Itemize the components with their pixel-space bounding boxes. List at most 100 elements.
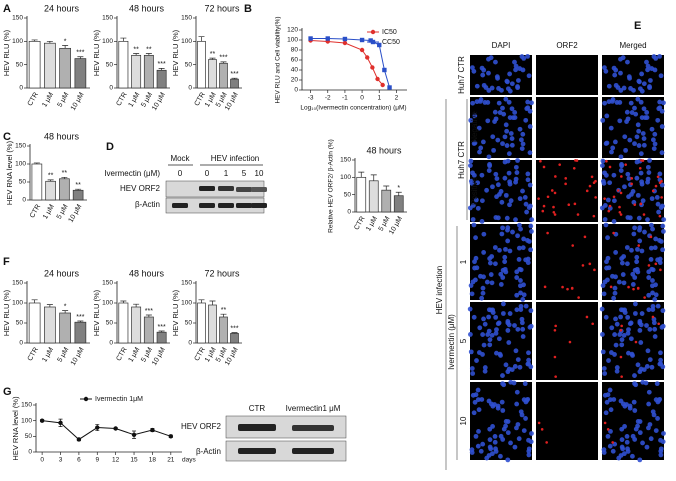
point [342,36,348,42]
nucleus [487,256,493,261]
nucleus [474,83,480,89]
nucleus [660,308,666,314]
y-tick-label: 0 [294,87,298,94]
error-bar [62,45,69,49]
nucleus [494,327,499,333]
nucleus [489,332,495,338]
nucleus [507,179,513,185]
orf2-signal [612,231,615,235]
point [95,425,100,430]
row-label: 10 [459,416,468,425]
nucleus [503,96,509,102]
error-bar [220,61,227,64]
nucleus [635,122,641,128]
nucleus [471,68,477,74]
panel-label: C [3,131,11,143]
bar [143,316,154,344]
nucleus [494,176,500,181]
nucleus [502,134,508,140]
nucleus [637,328,643,333]
point [131,432,137,437]
micrograph [536,382,598,460]
nucleus [516,257,522,262]
error-bar [198,36,205,42]
nucleus [638,99,644,105]
point [368,38,373,43]
orf2-signal [553,328,557,332]
nucleus [646,275,652,280]
x-axis-label: Log₁₀(Ivermectin concentration) (μM) [300,105,406,112]
nucleus [611,397,617,402]
y-axis-label: HEV RLU (%) [92,29,101,76]
nucleus [500,301,506,307]
orf2-signal [609,285,613,289]
protein-label: HEV ORF2 [181,422,222,431]
orf2-signal [647,264,651,267]
orf2-signal [558,163,561,166]
band [236,203,252,208]
error-bar [61,176,68,179]
nucleus [508,198,514,204]
nucleus [510,115,516,121]
nucleus [627,405,633,411]
nucleus [624,433,630,439]
nucleus [468,117,474,123]
nucleus [505,86,511,92]
nucleus [612,290,618,296]
lane-label: 0 [205,169,210,178]
nucleus [652,297,658,302]
nucleus [518,267,524,273]
nucleus [631,231,637,237]
nucleus [635,419,641,424]
nucleus [516,436,522,442]
lane-label: CTR [249,404,266,413]
nucleus [512,323,517,328]
nucleus [650,283,655,289]
nucleus [477,325,483,331]
bar [131,306,142,344]
orf2-signal [618,211,622,214]
nucleus [499,231,505,237]
nucleus [514,269,520,275]
nucleus [635,362,641,368]
nucleus [476,125,482,131]
nucleus [486,453,492,458]
nucleus [628,336,634,342]
nucleus [637,79,642,85]
x-tick-label: -2 [325,95,331,102]
y-axis-label: HEV RNA level (%) [5,140,14,205]
nucleus [649,222,654,228]
x-tick-label: 10 μM [68,203,84,224]
nucleus [526,357,532,363]
y-tick-label: 20 [291,77,299,84]
nucleus [487,162,492,167]
nucleus [488,307,494,313]
column-header: Merged [619,41,646,50]
nucleus [646,401,652,407]
y-tick-label: 0 [109,85,113,92]
nucleus [474,358,479,363]
nucleus [661,431,666,436]
nucleus [486,88,492,93]
band [251,203,267,208]
nucleus [653,236,659,242]
nucleus [604,259,609,265]
nucleus [489,280,495,286]
nucleus [642,115,648,121]
nucleus [515,78,521,83]
nucleus [600,158,606,164]
orf2-signal [616,189,620,192]
nucleus [526,452,532,458]
y-tick-label: 150 [181,280,192,287]
nucleus [478,448,484,454]
y-tick-label: 50 [16,61,24,68]
nucleus [646,307,652,313]
nucleus [622,184,627,190]
nucleus [610,448,616,454]
nucleus [644,323,649,328]
y-tick-label: 150 [340,157,351,164]
nucleus [492,109,498,115]
bar [74,58,87,89]
nucleus [525,99,531,105]
nucleus [614,368,620,374]
